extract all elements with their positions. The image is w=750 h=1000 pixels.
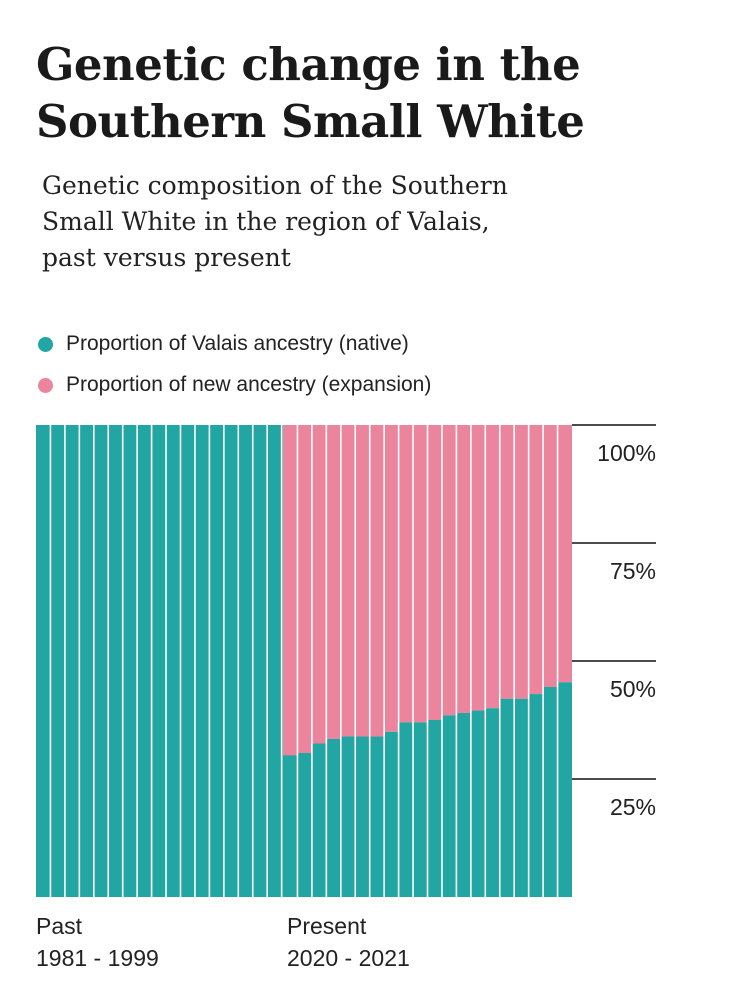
- bar-expansion-present-12: [441, 425, 457, 716]
- past-years: 1981 - 1999: [36, 945, 159, 971]
- chart-subtitle: Genetic composition of the Southern Smal…: [42, 168, 602, 276]
- bar-expansion-present-1: [283, 425, 298, 756]
- bar-expansion-present-3: [311, 425, 327, 744]
- bar-expansion-present-4: [326, 425, 341, 739]
- bar-native-past-3: [64, 425, 80, 897]
- bar-native-past-6: [108, 425, 123, 897]
- bar-native-present-9: [398, 722, 414, 897]
- legend-swatch-expansion: [38, 377, 53, 393]
- bar-native-present-13: [456, 712, 471, 897]
- y-tick-label-100: 100%: [597, 440, 656, 466]
- bar-native-past-5: [93, 425, 109, 897]
- chart-title: Genetic change in the Southern Small Whi…: [36, 36, 726, 150]
- bar-expansion-present-17: [514, 425, 529, 699]
- bar-expansion-present-6: [355, 425, 370, 737]
- legend-label-expansion: Proportion of new ancestry (expansion): [66, 373, 432, 396]
- bar-expansion-present-8: [384, 425, 399, 732]
- bar-expansion-present-5: [340, 425, 356, 737]
- legend: Proportion of Valais ancestry (native) P…: [38, 330, 431, 412]
- bar-native-past-13: [209, 425, 224, 897]
- bar-native-present-11: [427, 720, 442, 897]
- past-label: Past: [36, 913, 83, 939]
- legend-item-native: Proportion of Valais ancestry (native): [38, 330, 431, 358]
- stacked-bar-chart: 25% 50% 75% 100%: [36, 424, 656, 897]
- bar-expansion-present-11: [427, 425, 442, 720]
- bar-native-present-6: [355, 736, 370, 897]
- bar-native-present-3: [311, 743, 327, 897]
- bar-expansion-present-2: [297, 425, 312, 754]
- bar-native-past-4: [79, 425, 94, 897]
- bar-native-present-12: [441, 715, 457, 897]
- bar-native-past-8: [137, 425, 152, 897]
- bar-native-present-16: [499, 698, 515, 897]
- subtitle-line-2: Small White in the region of Valais,: [42, 207, 490, 236]
- present-years: 2020 - 2021: [287, 945, 410, 971]
- bar-native-present-8: [384, 731, 399, 897]
- bar-native-present-20: [557, 682, 572, 897]
- bar-native-past-15: [238, 425, 253, 897]
- y-tick-label-25: 25%: [610, 794, 656, 820]
- subtitle-line-1: Genetic composition of the Southern: [42, 171, 508, 200]
- bar-expansion-present-10: [413, 425, 428, 723]
- bar-native-past-7: [122, 425, 138, 897]
- title-line-2: Southern Small White: [36, 95, 585, 148]
- bar-expansion-present-9: [398, 425, 414, 723]
- bar-native-present-4: [326, 738, 341, 897]
- bar-native-past-9: [151, 425, 167, 897]
- bar-native-past-12: [194, 425, 210, 897]
- bar-expansion-present-14: [470, 425, 486, 711]
- bar-native-present-19: [543, 686, 558, 897]
- bar-expansion-present-15: [485, 425, 500, 709]
- bar-native-present-7: [369, 736, 385, 897]
- bar-native-present-1: [283, 755, 298, 897]
- bar-native-past-10: [166, 425, 181, 897]
- title-line-1: Genetic change in the: [36, 38, 581, 91]
- bar-native-past-17: [267, 425, 282, 897]
- bar-native-present-14: [470, 710, 486, 897]
- bar-expansion-present-18: [528, 425, 544, 695]
- bar-native-present-17: [514, 698, 529, 897]
- y-tick-label-50: 50%: [610, 676, 656, 702]
- bar-native-past-1: [36, 425, 51, 897]
- y-tick-label-75: 75%: [610, 558, 656, 584]
- bar-expansion-present-7: [369, 425, 385, 737]
- bar-native-present-10: [413, 722, 428, 897]
- bar-native-past-14: [223, 425, 239, 897]
- bar-native-present-2: [297, 753, 312, 897]
- subtitle-line-3: past versus present: [42, 243, 291, 272]
- present-label: Present: [287, 913, 367, 939]
- legend-item-expansion: Proportion of new ancestry (expansion): [38, 371, 431, 399]
- bar-native-past-16: [252, 425, 268, 897]
- bar-native-present-15: [485, 708, 500, 897]
- legend-swatch-native: [38, 336, 53, 352]
- bar-expansion-present-16: [499, 425, 515, 699]
- past-group-label: Past 1981 - 1999: [36, 910, 159, 974]
- bar-expansion-present-13: [456, 425, 471, 713]
- bar-native-present-18: [528, 694, 544, 897]
- bar-native-past-2: [50, 425, 65, 897]
- bar-native-past-11: [180, 425, 195, 897]
- legend-label-native: Proportion of Valais ancestry (native): [66, 332, 409, 355]
- present-group-label: Present 2020 - 2021: [287, 910, 410, 974]
- bar-native-present-5: [340, 736, 356, 897]
- bar-expansion-present-20: [557, 425, 572, 683]
- bar-expansion-present-19: [543, 425, 558, 687]
